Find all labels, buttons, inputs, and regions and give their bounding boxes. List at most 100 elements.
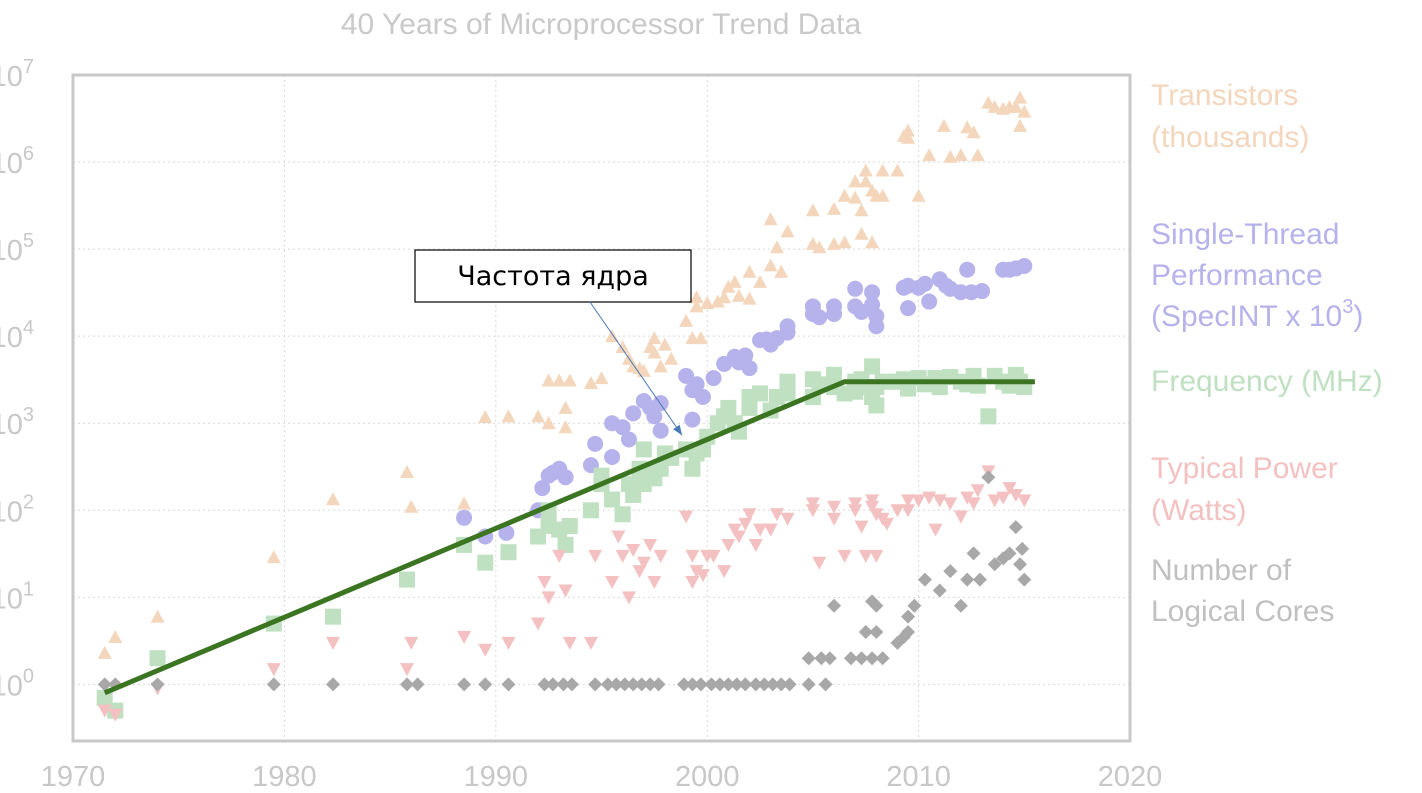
- grid: [73, 75, 1130, 741]
- power-point: [588, 549, 603, 563]
- power-point: [966, 497, 981, 511]
- cores-point: [1013, 557, 1028, 572]
- frequency-point: [720, 399, 737, 416]
- annotation-box: [414, 249, 692, 303]
- x-axis-ticks: 1970 1980 1990 2000 2010 2020: [41, 761, 1163, 793]
- power-point: [928, 523, 943, 537]
- cores-point: [556, 677, 571, 692]
- data-markers: [96, 90, 1033, 722]
- x-tick-label: 1970: [41, 761, 106, 793]
- cores-point: [326, 677, 341, 692]
- transistor-point: [689, 299, 704, 313]
- y-tick-label: 100: [0, 665, 34, 702]
- cores-point: [400, 677, 415, 692]
- cores-point: [901, 624, 916, 639]
- transistor-point: [583, 375, 598, 389]
- x-tick-label: 2010: [886, 761, 951, 793]
- power-point: [1017, 494, 1032, 508]
- power-point: [727, 523, 742, 537]
- transistor-point: [780, 224, 795, 238]
- power-point: [901, 504, 916, 518]
- power-point: [721, 538, 736, 552]
- cores-point: [738, 677, 753, 692]
- transistor-point: [636, 363, 651, 377]
- transistor-point: [875, 188, 890, 202]
- transistor-point: [854, 203, 869, 217]
- single-thread-point: [694, 389, 711, 406]
- legend-label: Logical Cores: [1151, 595, 1334, 628]
- cores-point: [721, 677, 736, 692]
- power-point: [97, 704, 112, 718]
- single-thread-point: [864, 284, 881, 301]
- transistor-point: [848, 174, 863, 188]
- power-point: [970, 484, 985, 498]
- frequency-point: [149, 650, 166, 667]
- transistor-point: [966, 125, 981, 139]
- transistor-point: [848, 190, 863, 204]
- single-thread-point: [847, 280, 864, 297]
- single-thread-point: [974, 283, 991, 300]
- single-thread-point: [534, 480, 551, 497]
- power-point: [854, 520, 869, 534]
- y-tick-label: 103: [0, 404, 34, 441]
- power-point: [400, 663, 415, 677]
- cores-point: [712, 677, 727, 692]
- transistor-point: [1013, 90, 1028, 104]
- legend-label: Frequency (MHz): [1151, 365, 1383, 398]
- power-point: [869, 549, 884, 563]
- cores-point: [765, 677, 780, 692]
- transistor-point: [700, 296, 715, 310]
- transistor-point: [478, 409, 493, 423]
- power-point: [615, 549, 630, 563]
- power-point: [987, 494, 1002, 508]
- transistor-point: [875, 163, 890, 177]
- cores-point: [651, 677, 666, 692]
- power-point: [837, 549, 852, 563]
- power-point: [827, 512, 842, 526]
- transistor-point: [837, 188, 852, 202]
- frequency-point: [614, 506, 631, 523]
- transistor-point: [922, 148, 937, 162]
- transistor-point: [890, 163, 905, 177]
- frequency-point: [325, 608, 342, 625]
- legend-single-thread-line3: (SpecINT x 103): [1151, 296, 1363, 333]
- frequency-point: [557, 536, 574, 553]
- frequency-point: [752, 385, 769, 402]
- power-point: [932, 494, 947, 508]
- power-point: [879, 517, 894, 531]
- transistor-point: [936, 118, 951, 132]
- power-point: [562, 636, 577, 650]
- power-point: [858, 549, 873, 563]
- frequency-point: [604, 491, 621, 508]
- power-point: [780, 512, 795, 526]
- power-point: [848, 497, 863, 511]
- power-point: [805, 504, 820, 518]
- power-point: [541, 591, 556, 605]
- power-point: [636, 556, 651, 570]
- x-tick-label: 1980: [252, 761, 317, 793]
- frequency-point: [868, 397, 885, 414]
- power-point: [763, 523, 778, 537]
- single-thread-point: [1016, 257, 1033, 274]
- single-thread-point: [614, 419, 631, 436]
- legend-single-thread-line1: Single-Thread: [1151, 218, 1339, 251]
- transistor-point: [108, 630, 123, 644]
- y-tick-label: 104: [0, 317, 34, 354]
- transistor-point: [763, 212, 778, 226]
- cores-point: [643, 677, 658, 692]
- frequency-point: [635, 441, 652, 458]
- annotation-arrow: [589, 301, 683, 436]
- transistor-point: [541, 416, 556, 430]
- power-point: [717, 565, 732, 579]
- power-point: [742, 508, 757, 522]
- transistor-point: [731, 288, 746, 302]
- transistor-point: [150, 609, 165, 623]
- cores-point: [827, 598, 842, 613]
- cores-point: [814, 651, 829, 666]
- transistor-point: [854, 226, 869, 240]
- transistor-point: [653, 359, 668, 373]
- transistor-point: [657, 337, 672, 351]
- power-point: [953, 510, 968, 524]
- power-point: [558, 584, 573, 598]
